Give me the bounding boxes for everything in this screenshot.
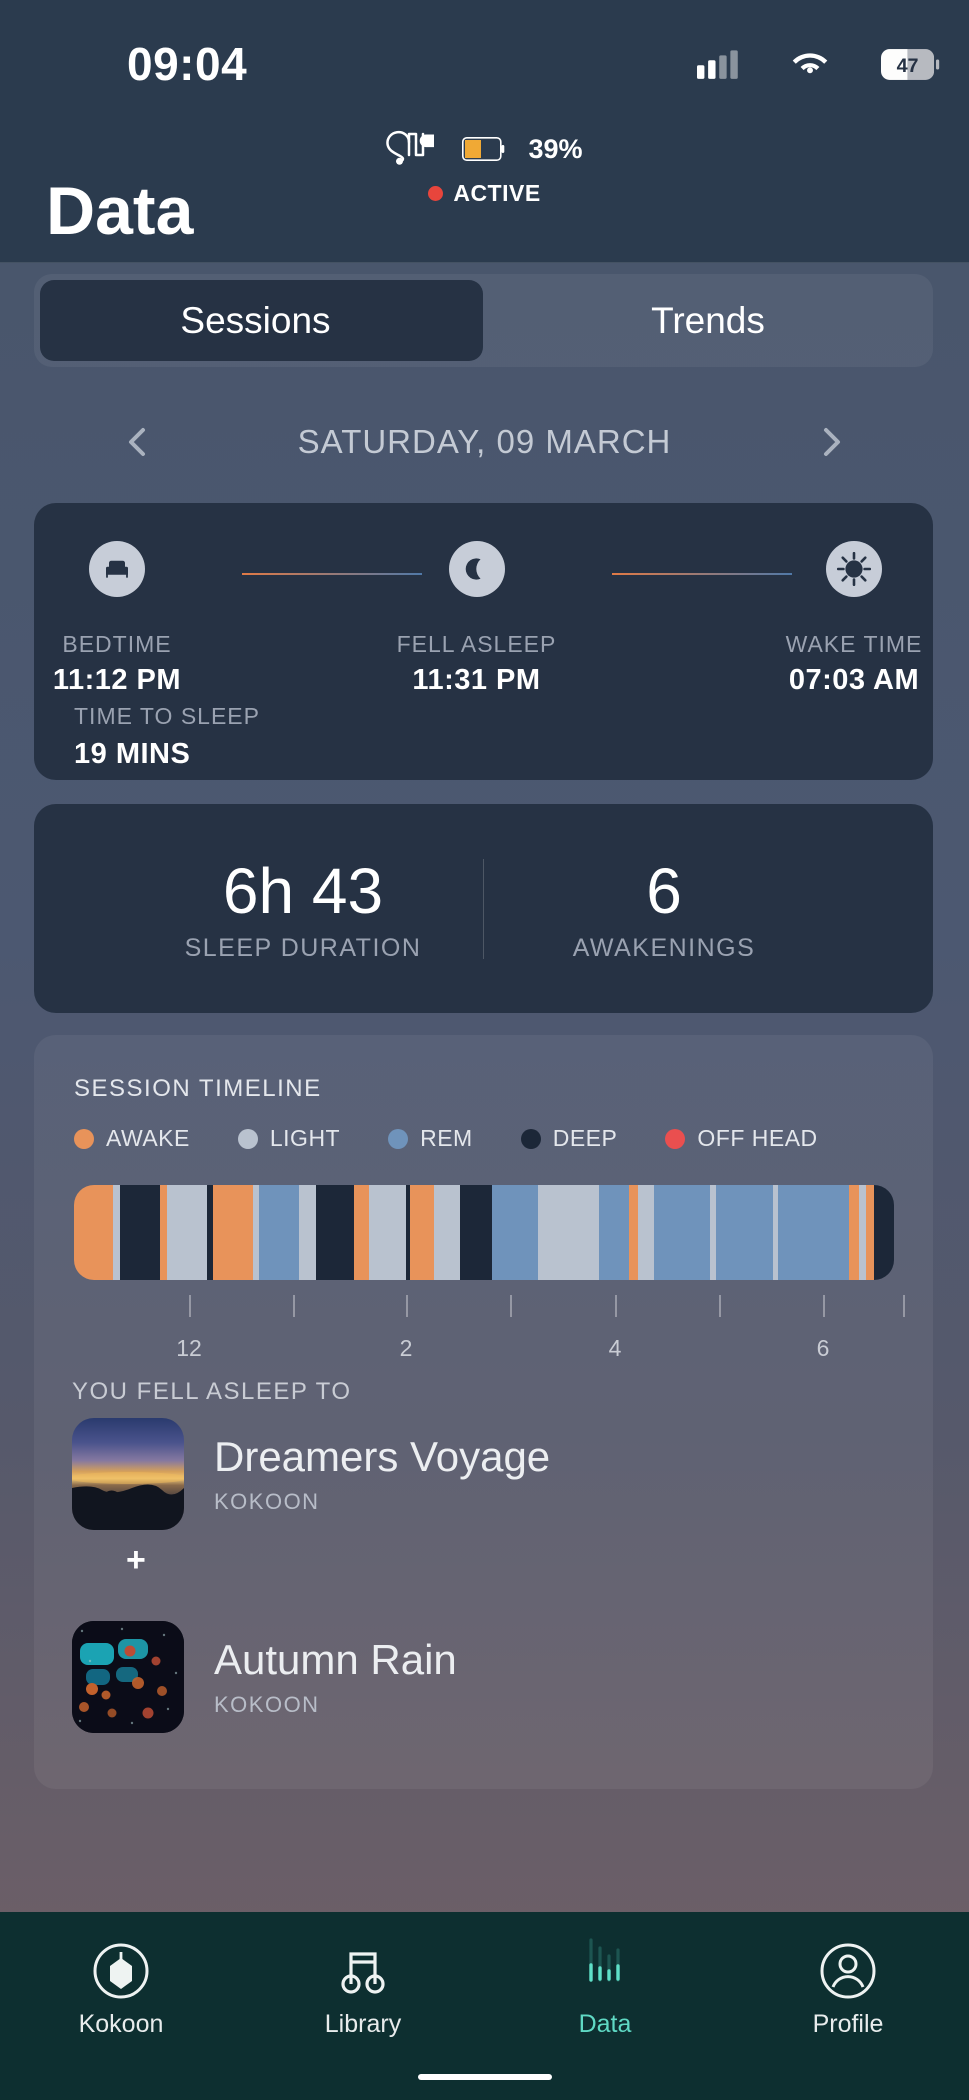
- svg-text:47: 47: [897, 54, 919, 76]
